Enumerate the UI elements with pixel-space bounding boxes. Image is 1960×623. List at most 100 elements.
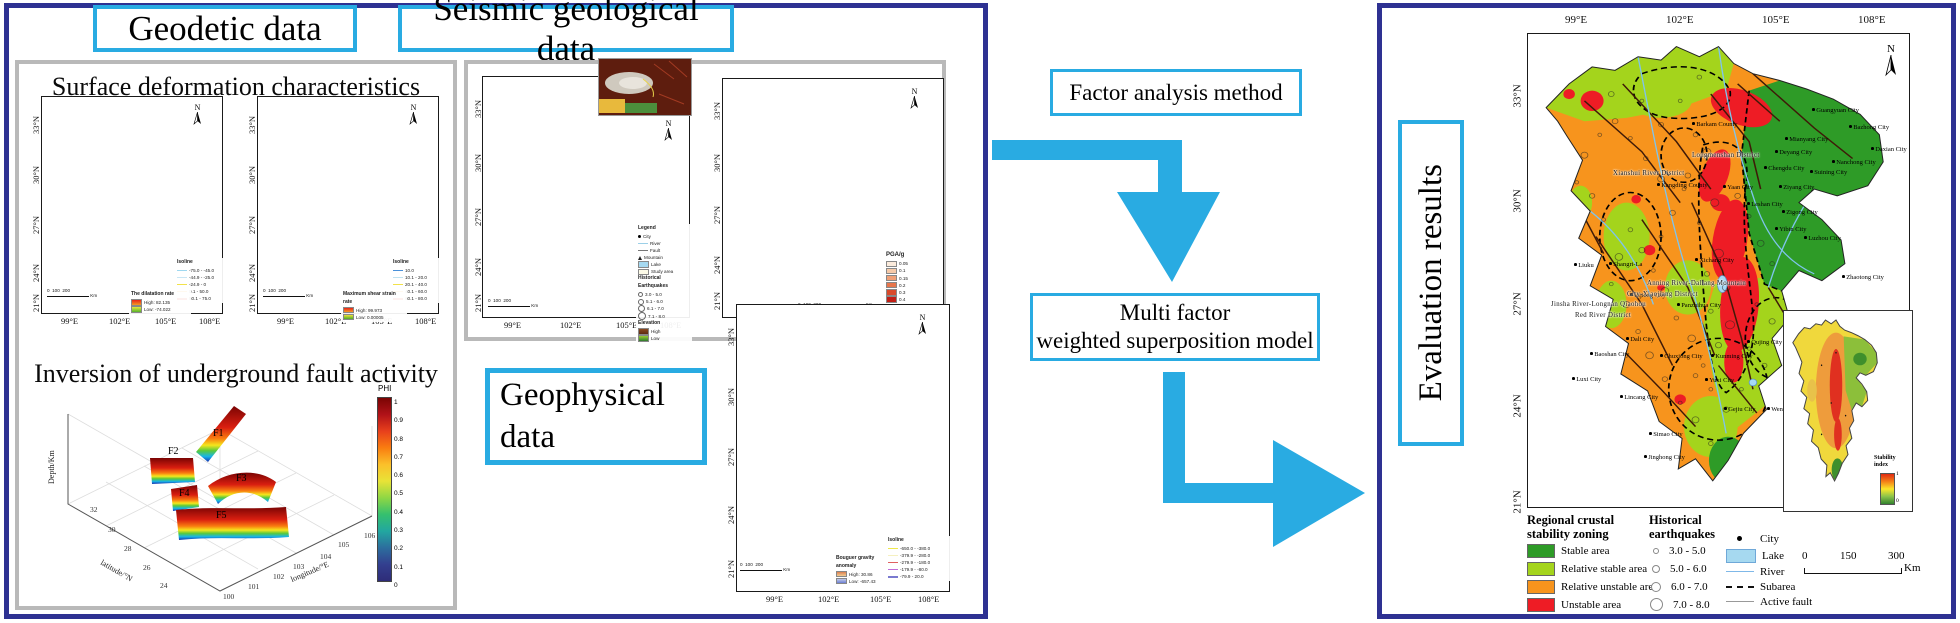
pga-legend: PGA/g 0.05 0.1 0.15 0.2 0.3 0.4 <box>884 250 940 304</box>
shear-strain-map: 33°N 30°N 27°N 24°N 21°N 99°E 102°E 105°… <box>241 92 451 332</box>
factor-analysis-box: Factor analysis method <box>1050 69 1302 116</box>
city-label: Luxi City <box>1572 376 1601 384</box>
city-label: Ziyang City <box>1779 184 1814 192</box>
shear-rate-legend: Maximum shear strain rate High: 99.973 L… <box>341 290 407 322</box>
city-label: Luzhou City <box>1804 235 1841 243</box>
lat-tick: 21°N <box>31 293 42 313</box>
city-label: Zhaotong City <box>1842 274 1884 282</box>
phi-colorbar: PHI 1 0.9 0.8 0.7 0.6 0.5 0.4 0.3 0.2 0.… <box>372 384 434 596</box>
svg-text:28: 28 <box>124 544 132 553</box>
lat-tick: 27°N <box>31 215 42 235</box>
fault-label: F3 <box>236 473 247 484</box>
y-axis-label: latitude/°N <box>99 558 134 584</box>
shear-isoline-legend: Isoline 10.0 10.1 - 20.0 20.1 - 40.0 40.… <box>391 258 443 304</box>
svg-text:26: 26 <box>143 563 151 572</box>
district-label: Jinsha River-Longnan Qiaohou <box>1551 301 1646 308</box>
north-arrow-icon: N <box>409 104 418 125</box>
district-label: Longmenshan District <box>1692 152 1760 159</box>
fault-label: F1 <box>213 428 224 439</box>
district-label: Red River District <box>1575 312 1632 319</box>
district-label: Xianshui River District <box>1613 170 1685 177</box>
city-label: Daxian City <box>1871 146 1907 154</box>
city-label: Lijiang City <box>1630 292 1666 300</box>
terrain-map: 33°N 30°N 27°N 24°N 21°N 99°E 102°E 105°… <box>468 58 700 344</box>
city-label: Lincang City <box>1620 394 1658 402</box>
city-label: Dali City <box>1626 336 1654 344</box>
phi-colorbar-ticks: 1 0.9 0.8 0.7 0.6 0.5 0.4 0.3 0.2 0.1 0 <box>394 399 404 589</box>
z-axis-label: Depth/Km <box>47 449 56 484</box>
stability-inset-art <box>1788 315 1884 491</box>
dilatation-map: 33°N 30°N 27°N 24°N 21°N 99°E 102°E 105°… <box>25 92 235 332</box>
north-arrow-icon: N <box>664 120 673 141</box>
terrain-legend: Legend City River Fault Mountain Lake St… <box>636 224 692 344</box>
inversion-title: Inversion of underground fault activity <box>34 359 438 388</box>
city-label: Shangri-La <box>1609 261 1642 269</box>
fault-label: F2 <box>168 446 179 457</box>
bouguer-map: 33°N 30°N 27°N 24°N 21°N 99°E 102°E 105°… <box>722 296 954 612</box>
city-label: Liuku <box>1574 262 1594 270</box>
evaluation-results-title: Evaluation results <box>1412 164 1449 402</box>
lon-tick: 99°E <box>61 316 79 326</box>
earthquake-legend: Historical earthquakes 3.0 - 5.0 5.0 - 6… <box>1649 513 1715 612</box>
symbol-legend: City Lake River Subarea Active fault <box>1726 530 1812 609</box>
city-label: Xichang City <box>1695 257 1734 265</box>
city-label: Yuxi City <box>1705 377 1734 385</box>
superposition-model-box: Multi factor weighted superposition mode… <box>1030 293 1320 361</box>
flow-arrows <box>992 140 1365 547</box>
lon-tick: 105°E <box>155 316 177 326</box>
svg-text:102: 102 <box>273 572 285 581</box>
svg-text:32: 32 <box>90 505 98 514</box>
city-label: Guangyuan City <box>1812 107 1859 115</box>
city-label: Kangding County <box>1657 182 1707 190</box>
city-label: Yibin City <box>1775 226 1806 234</box>
city-label: Leshan City <box>1747 201 1783 209</box>
city-label: Gejiu City <box>1724 406 1755 414</box>
city-label: Deyang City <box>1775 149 1812 157</box>
city-label: Baoshan City <box>1590 351 1629 359</box>
fault-label: F4 <box>179 488 190 499</box>
city-label: Zigong City <box>1782 209 1818 217</box>
district-label: City-Xiaojiang District <box>1627 291 1698 298</box>
district-label: Anning River-Daliang Mountain <box>1647 280 1747 287</box>
city-label: Nanchong City <box>1832 159 1876 167</box>
geodetic-data-title: Geodetic data <box>128 8 322 48</box>
svg-text:105: 105 <box>338 540 350 549</box>
geophysical-title: Geophysical data <box>500 377 665 455</box>
scale-bar: 0 100 200 Km <box>47 288 98 298</box>
lon-tick: 108°E <box>199 316 221 326</box>
geophysical-title-box: Geophysical data <box>485 368 707 465</box>
city-label: Simao City <box>1649 431 1682 439</box>
regional-inset-map <box>598 58 692 116</box>
city-label: Yaan City <box>1723 184 1753 192</box>
city-label: Suining City <box>1810 169 1847 177</box>
city-label: Chuxiong City <box>1660 353 1702 361</box>
zoning-legend: Regional crustal stability zoning Stable… <box>1527 513 1659 612</box>
city-label: Mianyang City <box>1785 136 1828 144</box>
city-label: Qujing City <box>1747 339 1782 347</box>
lat-tick: 24°N <box>31 263 42 283</box>
evaluation-results-title-box: Evaluation results <box>1398 120 1464 446</box>
city-label: Barkam County <box>1692 121 1737 129</box>
svg-text:103: 103 <box>293 562 305 571</box>
city-label: Kunming City <box>1711 353 1752 361</box>
scale-bar: 0 100 200 Km <box>488 298 539 308</box>
svg-text:101: 101 <box>248 582 260 591</box>
city-label: Chengdu City <box>1764 165 1804 173</box>
bouguer-legend: Bouguer gravity anomaly High: 30.86 Low:… <box>834 554 886 586</box>
inset-colorbar-title: Stability index <box>1874 455 1896 469</box>
arrow-right-icon <box>1163 372 1365 547</box>
north-arrow-icon: N <box>918 314 927 335</box>
svg-text:30: 30 <box>108 525 116 534</box>
svg-text:104: 104 <box>320 552 332 561</box>
north-arrow-icon: N <box>193 104 202 125</box>
scale-bar: 0 100 200 Km <box>740 562 791 572</box>
city-label: Jinghong City <box>1644 454 1685 462</box>
scale-line <box>1804 568 1902 574</box>
bouguer-isoline-legend: Isoline -650.0 - -380.0 -379.9 - -280.0 … <box>886 536 952 582</box>
stability-inset-map: Stability index 1 0 <box>1783 310 1913 512</box>
north-arrow-icon: N <box>910 88 919 109</box>
dilatation-isoline-legend: Isoline -75.0 - -45.0 -44.9 - -25.0 -24.… <box>175 258 227 304</box>
svg-text:100: 100 <box>223 592 235 601</box>
lon-tick: 102°E <box>109 316 131 326</box>
